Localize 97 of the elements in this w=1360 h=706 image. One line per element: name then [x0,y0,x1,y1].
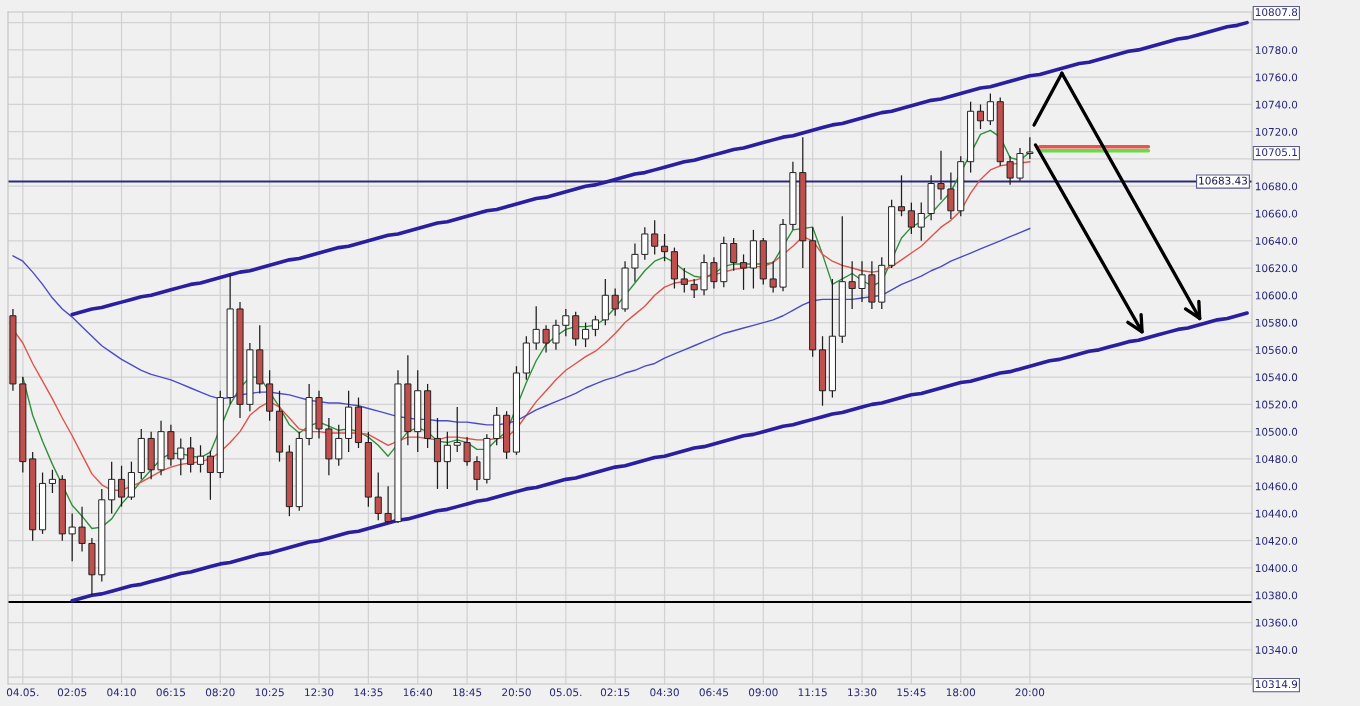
y-tick-label: 10360.0 [1255,618,1298,627]
x-tick-label: 04.05. [6,688,39,697]
candlestick [552,319,560,351]
candlestick [730,237,738,272]
candlestick [108,461,116,515]
candlestick [591,315,599,337]
y-tick-label: 10400.0 [1255,564,1298,573]
x-tick-label: 14:35 [354,688,383,697]
candlestick [680,267,688,294]
x-tick-label: 02:15 [600,688,630,697]
x-tick-label: 11:15 [798,688,827,697]
candlestick [68,512,76,562]
x-tick-label: 16:40 [403,688,433,697]
candlestick [611,287,619,317]
y-tick-label: 10540.0 [1255,373,1298,382]
candlestick [651,219,659,256]
candlestick [848,260,856,310]
y-tick-label: 10620.0 [1255,264,1298,273]
candlestick [187,436,195,474]
y-tick-label: 10380.0 [1255,591,1298,600]
y-tick-label: 10420.0 [1255,536,1298,545]
candlestick [897,174,906,217]
candlestick [443,431,451,490]
x-tick-label: 06:45 [699,688,729,697]
x-tick-label: 08:20 [205,688,235,697]
ref-line-label: 10683.43 [1199,176,1247,185]
x-tick-label: 02:05 [57,688,87,697]
y-tick-label: 10480.0 [1255,455,1298,464]
candlestick [710,256,718,290]
x-tick-label: 05.05. [549,688,582,697]
x-tick-label: 20:50 [502,688,531,697]
candlestick [858,260,866,303]
y-tick-label: 10560.0 [1255,346,1298,354]
y-tick-label: 10680.0 [1255,182,1298,191]
line-series [70,311,1249,603]
x-tick-label: 13:30 [848,688,877,697]
y-tick-label: 10600.0 [1255,291,1298,300]
y-tick-label: 10660.0 [1255,209,1298,218]
candlestick [335,424,343,467]
y-tick-label: 10520.0 [1255,400,1298,409]
candlestick [78,506,86,553]
candlestick [986,92,994,126]
candlestick [493,406,501,446]
candlestick [572,311,580,347]
candlestick [463,436,471,467]
x-tick-label: 06:15 [156,688,185,697]
y-tick-label: 10740.0 [1255,100,1298,109]
candlestick [433,417,442,490]
candlestick [177,437,185,476]
candlestick [739,253,748,291]
candlestick [542,324,550,354]
y-tick-label: 10440.0 [1255,509,1298,518]
candlestick [532,305,540,351]
y-tick-label: 10340.0 [1255,646,1298,654]
candlestick [917,201,925,242]
y-tick-label: 10760.0 [1255,73,1298,82]
y-tick-label: 10705.1 [1255,148,1297,157]
y-tick-label: 10720.0 [1255,127,1298,136]
x-tick-label: 04:30 [650,688,679,697]
y-tick-label: 10640.0 [1255,237,1298,245]
line-series [12,227,1031,426]
candlestick [1006,155,1014,186]
candlestick [937,150,945,201]
candlestick [641,226,649,261]
candlestick [661,233,669,262]
x-tick-label: 04:10 [107,688,136,697]
y-tick-label: 10580.0 [1255,318,1298,327]
candlestick [947,171,955,220]
x-tick-label: 18:00 [946,688,976,697]
candlestick [117,465,126,508]
x-tick-label: 12:30 [305,688,334,697]
candlestick [374,471,382,521]
x-tick-label: 09:00 [748,688,778,697]
candlestick [48,469,56,494]
candlestick [631,242,639,283]
candlestick [582,321,590,348]
y-tick-label: 10460.0 [1255,482,1298,491]
candlestick [1026,136,1034,160]
candlestick [976,103,985,130]
candlestick [907,201,915,235]
x-tick-label: 18:45 [453,688,482,697]
y-tick-label: 10807.8 [1255,8,1298,17]
line-series [70,20,1249,317]
candlestick [196,444,205,474]
y-tick-label: 10500.0 [1255,427,1298,436]
candlestick [769,260,777,294]
candlestick [690,278,698,299]
x-tick-label: 20:00 [1015,688,1045,697]
x-tick-label: 15:45 [897,688,926,697]
candlestick [473,455,481,491]
y-tick-label: 10780.0 [1255,46,1298,55]
candlestick [384,485,392,524]
candlestick [206,450,214,501]
x-tick-label: 10:25 [255,688,284,697]
y-tick-label: 10314.9 [1255,680,1298,689]
candlestick [453,406,461,453]
candlestick [562,308,570,337]
